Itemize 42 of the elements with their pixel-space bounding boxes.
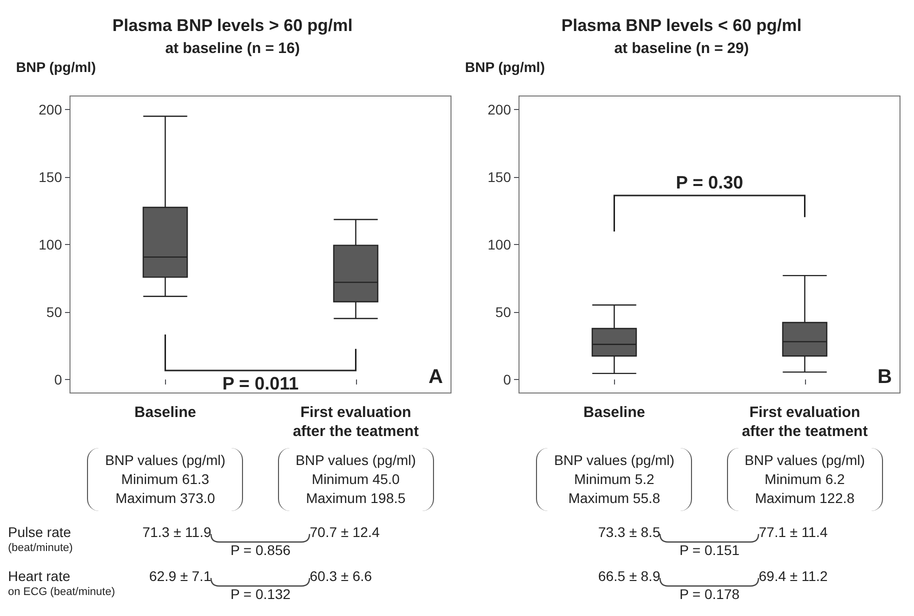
text: Heart rate on ECG (beat/minute) [8,568,115,600]
x-tick-label: First evaluation after the teatment [742,404,868,440]
y-tick-label: 200 [488,102,512,118]
y-tick-label: 100 [38,236,62,252]
y-tick-label: 0 [54,372,62,388]
text: 60.3 ± 6.6 [310,568,373,584]
text: BNP values (pg/ml) Minimum 61.3 Maximum 373.0 [87,448,244,511]
text: BNP values (pg/ml) Minimum 5.2 Maximum 55.8 [536,448,692,511]
chart-subtitle: at baseline (n = 29) [614,40,749,57]
y-tick-label: 200 [38,102,62,118]
x-tick-label: Baseline [583,404,646,421]
annotation: P = 0.30 [676,172,744,193]
y-axis-title: BNP (pg/ml) [465,59,545,75]
y-tick-label: 50 [46,304,62,320]
text: P = 0.856 [229,542,292,558]
y-tick-label: 150 [488,169,512,185]
y-axis-title: BNP (pg/ml) [16,59,96,75]
text: BNP values (pg/ml) Minimum 6.2 Maximum 122.8 [726,448,883,511]
text: 62.9 ± 7.1 [148,568,212,584]
chart-title: Plasma BNP levels < 60 pg/ml [561,16,802,35]
text: BNP values (pg/ml) Minimum 45.0 Maximum 198.5 [278,448,434,511]
x-tick-label: Baseline [134,404,196,421]
annotation: A [428,366,444,388]
text: 69.4 ± 11.2 [758,568,829,584]
y-tick-label: 50 [495,304,512,320]
text: 77.1 ± 11.4 [758,524,829,540]
text: 73.3 ± 8.5 [597,524,660,540]
annotation: B [878,366,892,388]
text: P = 0.132 [229,586,292,602]
y-tick-label: 0 [503,372,512,388]
y-tick-label: 100 [488,236,512,252]
x-tick-label: First evaluation after the teatment [292,404,419,440]
chart-title: Plasma BNP levels > 60 pg/ml [112,16,353,35]
text: P = 0.178 [678,586,741,602]
text: 71.3 ± 11.9 [141,524,212,540]
chart-subtitle: at baseline (n = 16) [165,40,300,57]
text: Pulse rate (beat/minute) [8,524,73,556]
y-tick-label: 150 [38,169,62,185]
text: P = 0.151 [678,542,741,558]
annotation: P = 0.011 [222,373,299,394]
text: 66.5 ± 8.9 [597,568,660,584]
text: 70.7 ± 12.4 [310,524,381,540]
